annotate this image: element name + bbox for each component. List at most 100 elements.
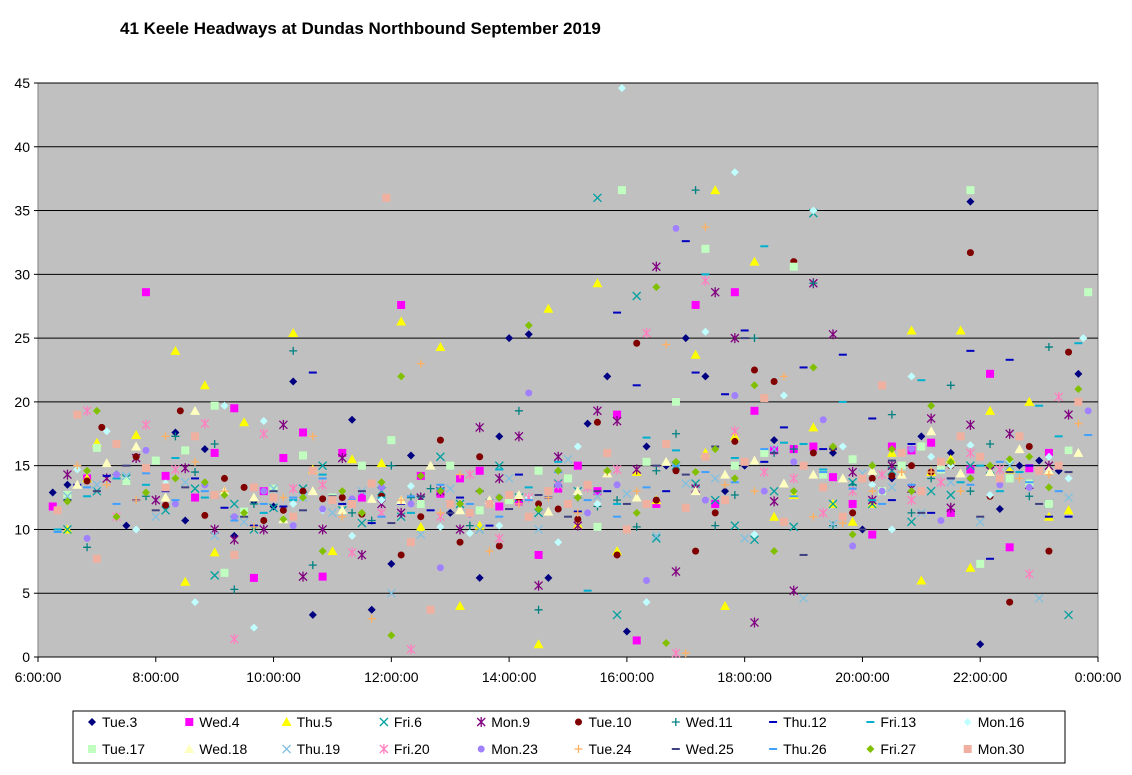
data-point xyxy=(382,193,391,202)
data-point xyxy=(789,522,799,532)
data-point xyxy=(1044,499,1053,508)
data-point xyxy=(711,509,719,517)
data-point xyxy=(681,334,690,343)
data-point xyxy=(113,471,121,479)
legend-label: Fri.27 xyxy=(880,741,916,757)
data-point xyxy=(976,640,985,649)
data-point xyxy=(248,492,259,502)
data-point xyxy=(455,524,465,535)
data-point xyxy=(770,547,779,556)
data-point xyxy=(229,499,239,509)
data-point xyxy=(377,478,386,487)
data-point xyxy=(161,505,171,515)
data-point xyxy=(209,547,220,557)
data-point xyxy=(790,458,798,466)
y-tick-label: 5 xyxy=(22,585,30,601)
data-point xyxy=(122,521,131,530)
data-point xyxy=(603,466,612,475)
data-point xyxy=(299,493,307,502)
data-point xyxy=(495,432,504,441)
data-point xyxy=(240,483,248,491)
data-point xyxy=(809,363,818,372)
legend-marker xyxy=(963,718,972,726)
data-point xyxy=(750,381,759,390)
data-point xyxy=(651,531,661,541)
data-point xyxy=(299,487,307,495)
series-fri-27 xyxy=(63,283,1083,647)
legend-label: Tue.3 xyxy=(102,714,137,730)
data-point xyxy=(416,530,426,540)
data-point xyxy=(573,442,582,451)
data-point xyxy=(731,392,739,400)
data-point xyxy=(573,493,582,502)
data-point xyxy=(495,542,503,550)
data-point xyxy=(966,197,975,206)
data-point xyxy=(710,473,720,483)
data-point xyxy=(828,499,838,509)
data-point xyxy=(740,533,750,543)
data-point xyxy=(750,535,759,545)
data-point xyxy=(199,380,210,390)
data-point xyxy=(543,303,554,313)
data-point xyxy=(681,503,690,512)
data-point xyxy=(877,469,887,480)
data-point xyxy=(643,576,651,584)
data-point xyxy=(887,482,897,492)
data-point xyxy=(760,394,769,403)
data-point xyxy=(494,473,504,484)
data-point xyxy=(661,456,672,466)
data-point xyxy=(642,442,651,451)
data-point xyxy=(435,452,445,462)
legend: Tue.3 Wed.4 Thu.5 Fri.6 Mon.9 Tue.10 Wed.11 Thu… xyxy=(88,714,1025,757)
y-tick-label: 35 xyxy=(14,203,30,219)
data-point xyxy=(456,470,465,479)
data-point xyxy=(259,524,269,535)
data-point xyxy=(936,465,945,474)
data-point xyxy=(378,483,386,491)
data-point xyxy=(132,496,141,505)
data-point xyxy=(465,529,474,538)
data-point xyxy=(435,342,446,352)
data-point xyxy=(191,468,200,477)
legend-label: Fri.20 xyxy=(394,741,430,757)
data-point xyxy=(446,499,455,508)
data-point xyxy=(671,429,680,438)
data-point xyxy=(828,329,838,340)
data-point xyxy=(789,487,798,496)
data-point xyxy=(818,507,828,518)
data-point xyxy=(544,487,553,496)
legend-item-fri-20: Fri.20 xyxy=(379,741,430,757)
data-point xyxy=(318,461,328,471)
data-point xyxy=(612,610,622,620)
data-point xyxy=(534,524,544,534)
legend-marker xyxy=(866,745,875,753)
data-point xyxy=(160,492,171,502)
data-point xyxy=(691,300,700,309)
data-point xyxy=(475,573,484,582)
data-point xyxy=(730,333,740,344)
data-point xyxy=(878,381,887,390)
data-point xyxy=(259,417,268,426)
data-point xyxy=(504,473,514,483)
data-point xyxy=(436,522,445,531)
data-point xyxy=(307,486,318,496)
data-point xyxy=(141,419,151,430)
x-tick-label: 20:00:00 xyxy=(835,669,890,685)
legend-item-thu-12: Thu.12 xyxy=(769,714,827,730)
data-point xyxy=(357,461,366,470)
data-point xyxy=(672,224,680,232)
data-point xyxy=(1079,334,1088,343)
data-point xyxy=(897,461,906,470)
data-point xyxy=(1014,444,1025,454)
data-point xyxy=(357,508,366,517)
data-point xyxy=(711,499,720,508)
legend-box xyxy=(72,710,1066,764)
legend-marker xyxy=(282,744,292,754)
legend-marker xyxy=(88,745,96,753)
data-point xyxy=(534,580,544,591)
data-point xyxy=(387,631,396,640)
data-point xyxy=(613,481,621,489)
data-point xyxy=(749,455,760,465)
legend-label: Fri.6 xyxy=(394,714,422,730)
